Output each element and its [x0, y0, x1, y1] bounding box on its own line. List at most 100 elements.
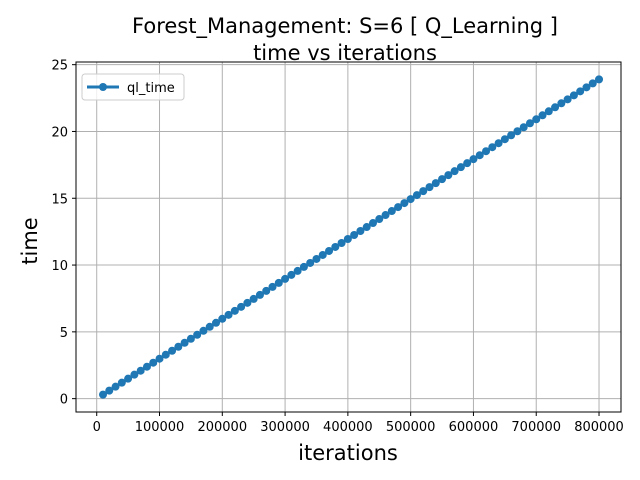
- data-point-27: [262, 286, 271, 295]
- data-point-38: [331, 242, 340, 251]
- data-point-22: [230, 306, 239, 315]
- data-point-74: [557, 99, 566, 108]
- data-point-54: [431, 179, 440, 188]
- y-tick-label-1: 5: [60, 326, 68, 341]
- data-point-19: [212, 318, 221, 327]
- legend-label-ql-time: ql_time: [127, 81, 175, 96]
- data-point-5: [124, 374, 133, 383]
- data-point-18: [205, 322, 214, 331]
- data-point-44: [368, 219, 377, 228]
- data-point-50: [406, 195, 415, 204]
- data-point-45: [375, 215, 384, 224]
- data-point-72: [544, 107, 553, 116]
- data-point-34: [306, 258, 315, 267]
- data-point-60: [469, 155, 478, 164]
- data-point-24: [243, 298, 252, 307]
- data-point-28: [268, 282, 277, 291]
- legend-box: [81, 73, 185, 101]
- data-point-49: [400, 199, 409, 208]
- data-point-64: [494, 139, 503, 148]
- data-point-31: [287, 270, 296, 279]
- x-tick-label-5: 500000: [386, 420, 436, 435]
- data-point-12: [168, 346, 177, 355]
- data-point-68: [519, 123, 528, 132]
- data-point-41: [350, 231, 359, 239]
- x-tick-label-6: 600000: [449, 420, 499, 435]
- data-point-62: [482, 147, 491, 156]
- data-point-55: [438, 175, 447, 184]
- data-point-52: [419, 187, 428, 196]
- data-point-23: [237, 302, 246, 311]
- data-point-53: [425, 183, 434, 192]
- data-point-21: [224, 310, 233, 319]
- data-point-40: [343, 235, 352, 243]
- data-point-33: [299, 262, 308, 271]
- data-point-42: [356, 227, 365, 236]
- data-point-10: [155, 354, 164, 363]
- axis-ticks: 0 100000 200000 300000 400000 500000 600000 700…: [51, 59, 623, 435]
- data-point-30: [281, 274, 290, 283]
- legend: ql_time: [81, 73, 185, 101]
- x-tick-label-3: 300000: [260, 420, 310, 435]
- data-point-43: [362, 223, 371, 232]
- data-point-36: [318, 250, 327, 259]
- y-axis-label: time: [18, 217, 42, 264]
- series-layer: [99, 75, 604, 399]
- plot-area-frame: [75, 61, 622, 413]
- chart-subtitle: time vs iterations: [253, 41, 437, 65]
- x-axis-label: iterations: [298, 441, 398, 465]
- data-point-17: [199, 326, 208, 335]
- data-point-47: [387, 207, 396, 216]
- data-point-29: [274, 278, 283, 287]
- data-point-39: [337, 238, 346, 247]
- y-tick-label-5: 25: [51, 59, 68, 74]
- data-point-13: [174, 342, 183, 351]
- chart-title: Forest_Management: S=6 [ Q_Learning ]: [132, 14, 558, 39]
- y-tick-label-3: 15: [51, 192, 68, 207]
- data-point-77: [576, 87, 585, 96]
- data-point-48: [394, 203, 403, 212]
- x-tick-label-1: 100000: [135, 420, 185, 435]
- data-point-6: [130, 370, 139, 379]
- y-tick-label-4: 20: [51, 125, 68, 140]
- data-point-61: [475, 151, 484, 160]
- data-point-79: [588, 79, 597, 88]
- data-point-46: [381, 211, 390, 220]
- data-point-1: [99, 390, 107, 399]
- data-point-57: [450, 167, 459, 176]
- data-point-70: [532, 115, 541, 124]
- data-point-8: [142, 362, 151, 371]
- data-point-4: [117, 378, 126, 387]
- x-tick-label-2: 200000: [197, 420, 247, 435]
- legend-marker-sample: [99, 83, 107, 91]
- data-point-69: [525, 119, 534, 128]
- data-point-7: [136, 366, 145, 375]
- data-point-80: [595, 75, 604, 84]
- data-point-65: [500, 135, 509, 144]
- data-point-73: [551, 103, 560, 112]
- data-point-51: [412, 191, 421, 200]
- data-point-76: [569, 91, 578, 100]
- data-point-15: [186, 334, 195, 343]
- data-point-3: [111, 382, 120, 391]
- y-tick-label-2: 10: [51, 259, 68, 274]
- data-point-66: [507, 131, 516, 140]
- data-point-20: [218, 314, 227, 323]
- data-point-59: [463, 159, 472, 168]
- data-point-9: [149, 358, 158, 367]
- data-point-25: [249, 294, 258, 303]
- data-point-71: [538, 111, 547, 120]
- x-tick-label-4: 400000: [323, 420, 373, 435]
- data-point-75: [563, 95, 572, 104]
- data-point-14: [180, 338, 189, 347]
- data-point-63: [488, 143, 497, 152]
- x-tick-label-8: 800000: [574, 420, 624, 435]
- data-point-37: [325, 246, 334, 255]
- data-point-67: [513, 127, 522, 136]
- data-point-16: [193, 330, 202, 339]
- x-tick-label-0: 0: [93, 420, 101, 435]
- data-point-35: [312, 254, 321, 263]
